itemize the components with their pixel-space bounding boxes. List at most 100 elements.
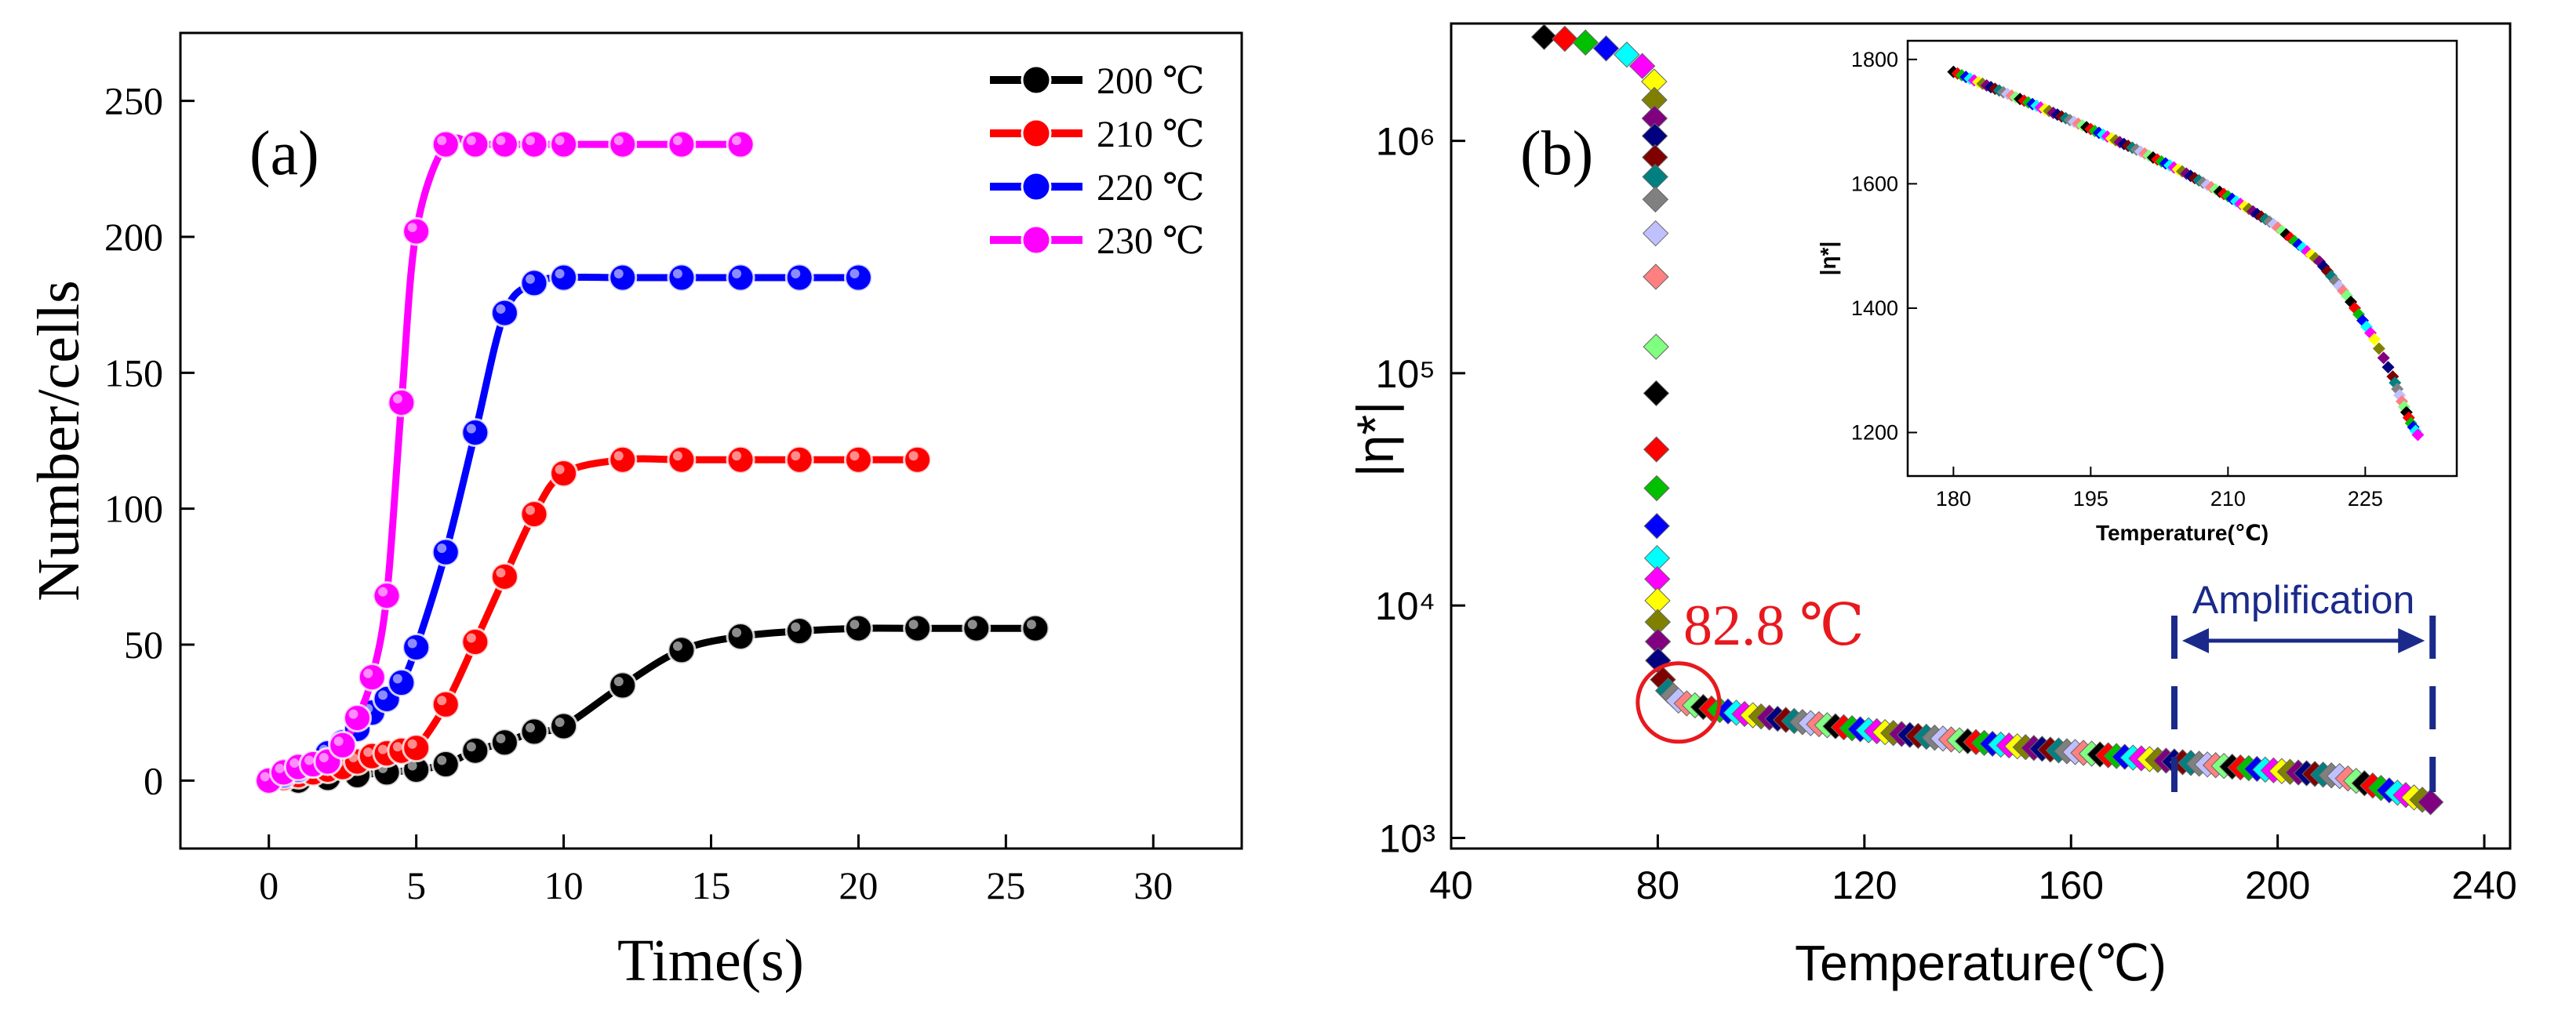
a-point-highlight <box>392 674 402 684</box>
a-point-highlight <box>613 269 624 278</box>
a-point-highlight <box>407 761 417 771</box>
inset-frame <box>1906 39 2458 478</box>
a-xtick-label: 15 <box>692 863 731 907</box>
b-ytick-label: 10⁴ <box>1375 584 1435 628</box>
a-point-highlight <box>392 742 402 752</box>
a-point-highlight <box>378 690 388 700</box>
a-data-point <box>726 622 755 652</box>
a-data-point <box>489 129 519 159</box>
b-xtick-label: 160 <box>2039 863 2104 907</box>
a-data-point <box>549 263 579 293</box>
a-point-highlight <box>732 627 742 638</box>
a-point-highlight <box>496 568 506 578</box>
a-point-highlight <box>526 722 535 732</box>
inset-ytick-label: 1600 <box>1851 172 1898 195</box>
b-data-point <box>1628 53 1656 79</box>
inset-data-point <box>2372 342 2385 355</box>
a-data-point <box>460 129 490 159</box>
a-point-highlight <box>732 136 742 146</box>
a-ytick-label: 0 <box>144 758 163 802</box>
b-data-point <box>1642 186 1669 213</box>
a-ytick-label: 50 <box>124 623 163 667</box>
a-point-highlight <box>318 753 329 763</box>
b-data-point <box>1592 35 1620 62</box>
panel-b-plot-frame <box>1450 22 2512 850</box>
b-data-point <box>1643 263 1669 290</box>
a-point-highlight <box>304 755 315 765</box>
a-data-point <box>784 263 814 293</box>
a-data-point <box>460 418 490 448</box>
a-point-highlight <box>555 136 565 146</box>
b-data-point <box>1642 220 1669 247</box>
a-point-highlight <box>466 423 476 434</box>
a-xtick-label: 5 <box>406 863 426 907</box>
a-point-highlight <box>333 736 344 747</box>
a-data-point <box>1021 613 1050 643</box>
a-xtick-label: 30 <box>1133 863 1173 907</box>
inset-xlabel: Temperature(℃) <box>2096 521 2269 545</box>
a-point-highlight <box>1026 620 1036 630</box>
a-xtick-label: 20 <box>839 863 878 907</box>
a-point-highlight <box>275 763 285 773</box>
a-point-highlight <box>555 718 565 727</box>
a-point-highlight <box>613 451 624 461</box>
a-point-highlight <box>672 269 682 278</box>
a-data-point <box>460 736 490 765</box>
b-data-point <box>1572 29 1599 56</box>
a-data-point <box>402 733 431 763</box>
a-data-point <box>784 616 814 646</box>
b-xtick-label: 80 <box>1636 863 1680 907</box>
b-data-point <box>1614 42 1640 68</box>
a-point-highlight <box>437 755 447 765</box>
panel-a-label: (a) <box>249 119 319 188</box>
a-point-highlight <box>967 620 977 630</box>
b-xtick-label: 120 <box>1832 863 1897 907</box>
a-data-point <box>549 711 579 741</box>
b-annotation-circle <box>1635 661 1722 744</box>
a-xtick-label: 0 <box>259 863 278 907</box>
a-data-point <box>608 129 638 159</box>
b-xtick-label: 240 <box>2451 863 2516 907</box>
a-point-highlight <box>850 269 860 278</box>
a-point-highlight <box>378 587 388 597</box>
inset-xtick-label: 225 <box>2348 487 2383 511</box>
a-data-point <box>608 445 638 474</box>
a-data-point <box>402 632 431 662</box>
a-data-point <box>489 298 519 328</box>
b-ytick-label: 10⁶ <box>1376 120 1435 164</box>
inset-xtick-label: 210 <box>2210 487 2246 511</box>
a-data-point <box>608 671 638 700</box>
a-point-highlight <box>466 742 476 752</box>
legend-marker <box>1021 64 1052 96</box>
a-point-highlight <box>496 733 506 743</box>
b-data-point <box>1643 513 1670 540</box>
a-data-point <box>387 668 417 698</box>
a-data-point <box>549 129 579 159</box>
inset-ylabel: |η*| <box>1816 242 1840 276</box>
a-data-point <box>843 613 873 643</box>
a-point-highlight <box>732 451 742 461</box>
a-point-highlight <box>526 136 535 146</box>
b-data-point <box>2417 789 2444 816</box>
a-point-highlight <box>791 622 801 632</box>
inset-data-point <box>2381 361 2395 374</box>
b-data-point <box>1642 163 1668 191</box>
a-point-highlight <box>496 304 506 314</box>
a-point-highlight <box>908 620 919 630</box>
a-point-highlight <box>908 451 919 461</box>
panel-a-chart: 0 5 10 15 20 25 30 0 50 100 150 200 250 (a) Time(s)… <box>26 31 1243 994</box>
a-data-point <box>784 445 814 474</box>
inset-ytick-label: 1400 <box>1851 296 1898 320</box>
a-data-point <box>431 689 460 719</box>
a-data-point <box>343 703 372 733</box>
panel-b-chart: 40 80 120 160 200 240 10³ 10⁴ 10⁵ 10⁶ (b) Temper… <box>1346 22 2517 991</box>
panel-a-ylabel: Number/cells <box>26 280 92 601</box>
a-point-highlight <box>850 620 860 630</box>
legend-marker <box>1021 118 1052 149</box>
a-point-highlight <box>363 747 373 758</box>
a-xtick-label: 25 <box>986 863 1025 907</box>
a-data-point <box>667 263 697 293</box>
panel-a-plot-frame <box>179 31 1243 850</box>
panel-b-inset: 180 195 210 225 1200 1400 1600 1800 Temperature(… <box>1816 39 2458 545</box>
